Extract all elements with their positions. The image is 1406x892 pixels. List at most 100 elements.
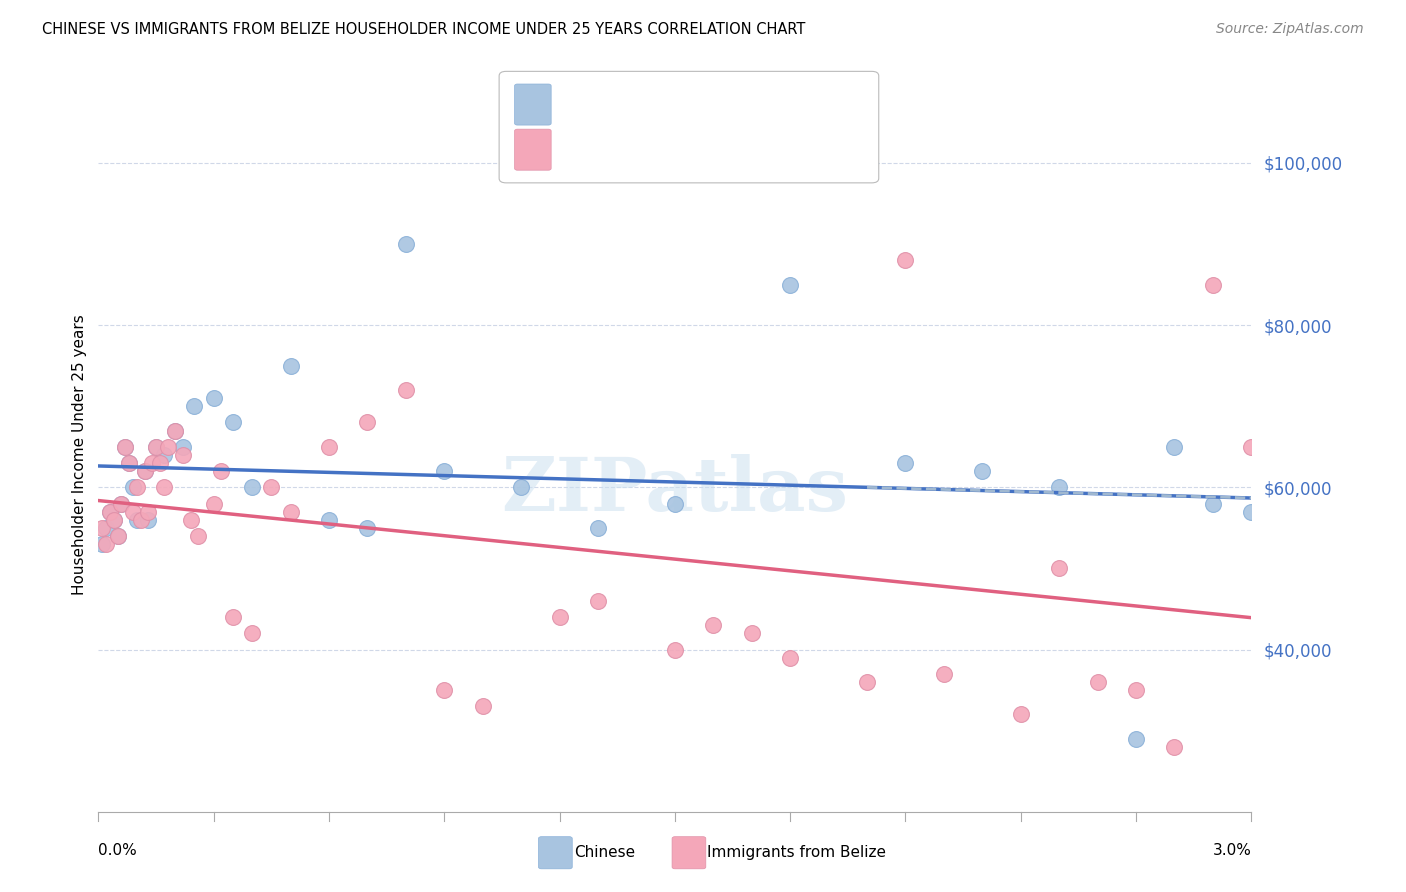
Point bbox=[318, 513, 340, 527]
Point bbox=[1202, 497, 1225, 511]
Point bbox=[222, 416, 245, 430]
Point bbox=[1240, 440, 1263, 454]
Point bbox=[356, 416, 378, 430]
Point bbox=[240, 480, 263, 494]
Point bbox=[165, 424, 187, 438]
Point bbox=[1163, 440, 1185, 454]
Point bbox=[664, 642, 686, 657]
Point bbox=[222, 610, 245, 624]
Point bbox=[260, 480, 283, 494]
Text: R =: R = bbox=[555, 97, 589, 112]
Point bbox=[1202, 277, 1225, 292]
Point bbox=[356, 521, 378, 535]
Point bbox=[114, 440, 136, 454]
Point bbox=[141, 456, 163, 470]
Point bbox=[202, 391, 225, 405]
Point bbox=[134, 464, 156, 478]
Text: R =: R = bbox=[555, 142, 589, 157]
Point bbox=[202, 497, 225, 511]
Point bbox=[122, 505, 145, 519]
Point bbox=[152, 448, 174, 462]
Point bbox=[471, 699, 494, 714]
Point bbox=[1047, 480, 1070, 494]
Point bbox=[107, 529, 129, 543]
Point bbox=[280, 505, 302, 519]
Point bbox=[548, 610, 571, 624]
Point bbox=[1125, 731, 1147, 746]
Point bbox=[1240, 505, 1263, 519]
Point bbox=[156, 440, 179, 454]
Point bbox=[172, 448, 194, 462]
Text: 36: 36 bbox=[686, 95, 709, 113]
Point bbox=[149, 456, 172, 470]
Point bbox=[856, 675, 879, 690]
Point bbox=[118, 456, 141, 470]
Point bbox=[98, 505, 121, 519]
Point bbox=[664, 497, 686, 511]
Text: Source: ZipAtlas.com: Source: ZipAtlas.com bbox=[1216, 22, 1364, 37]
Text: ZIPatlas: ZIPatlas bbox=[502, 454, 848, 527]
Point bbox=[122, 480, 145, 494]
Point bbox=[94, 537, 117, 551]
Point bbox=[180, 513, 202, 527]
Text: 0.389: 0.389 bbox=[591, 95, 643, 113]
Point bbox=[932, 666, 955, 681]
Text: CHINESE VS IMMIGRANTS FROM BELIZE HOUSEHOLDER INCOME UNDER 25 YEARS CORRELATION : CHINESE VS IMMIGRANTS FROM BELIZE HOUSEH… bbox=[42, 22, 806, 37]
Point bbox=[209, 464, 232, 478]
Point bbox=[240, 626, 263, 640]
Point bbox=[114, 440, 136, 454]
Point bbox=[187, 529, 209, 543]
Point bbox=[395, 383, 418, 397]
Point bbox=[91, 521, 114, 535]
Text: 0.183: 0.183 bbox=[591, 141, 643, 159]
Point bbox=[702, 618, 724, 632]
Text: 3.0%: 3.0% bbox=[1212, 843, 1251, 858]
Point bbox=[94, 521, 117, 535]
Point bbox=[1087, 675, 1109, 690]
Point bbox=[107, 529, 129, 543]
Text: N =: N = bbox=[654, 142, 688, 157]
Point bbox=[395, 237, 418, 252]
Point bbox=[741, 626, 763, 640]
Text: Chinese: Chinese bbox=[574, 846, 634, 860]
Text: 0.0%: 0.0% bbox=[98, 843, 138, 858]
Y-axis label: Householder Income Under 25 years: Householder Income Under 25 years bbox=[72, 315, 87, 595]
Point bbox=[138, 505, 160, 519]
Point bbox=[318, 440, 340, 454]
Text: Immigrants from Belize: Immigrants from Belize bbox=[707, 846, 886, 860]
Point bbox=[118, 456, 141, 470]
Point bbox=[586, 594, 609, 608]
Text: 49: 49 bbox=[686, 141, 710, 159]
Point bbox=[145, 440, 167, 454]
Point bbox=[1047, 561, 1070, 575]
Point bbox=[165, 424, 187, 438]
Point bbox=[110, 497, 132, 511]
Point bbox=[1163, 739, 1185, 754]
Point bbox=[129, 513, 152, 527]
Point bbox=[172, 440, 194, 454]
Text: N =: N = bbox=[654, 97, 688, 112]
Point bbox=[972, 464, 994, 478]
Point bbox=[103, 513, 125, 527]
Point bbox=[145, 440, 167, 454]
Point bbox=[433, 683, 456, 698]
Point bbox=[134, 464, 156, 478]
Point bbox=[125, 513, 148, 527]
Point bbox=[183, 399, 205, 413]
Point bbox=[433, 464, 456, 478]
Point bbox=[103, 513, 125, 527]
Point bbox=[779, 277, 801, 292]
Point bbox=[125, 480, 148, 494]
Point bbox=[1010, 707, 1032, 722]
Point bbox=[138, 513, 160, 527]
Point bbox=[110, 497, 132, 511]
Point bbox=[894, 456, 917, 470]
Point bbox=[894, 253, 917, 268]
Point bbox=[152, 480, 174, 494]
Point bbox=[586, 521, 609, 535]
Point bbox=[280, 359, 302, 373]
Point bbox=[779, 650, 801, 665]
Point bbox=[1125, 683, 1147, 698]
Point bbox=[98, 505, 121, 519]
Point bbox=[510, 480, 533, 494]
